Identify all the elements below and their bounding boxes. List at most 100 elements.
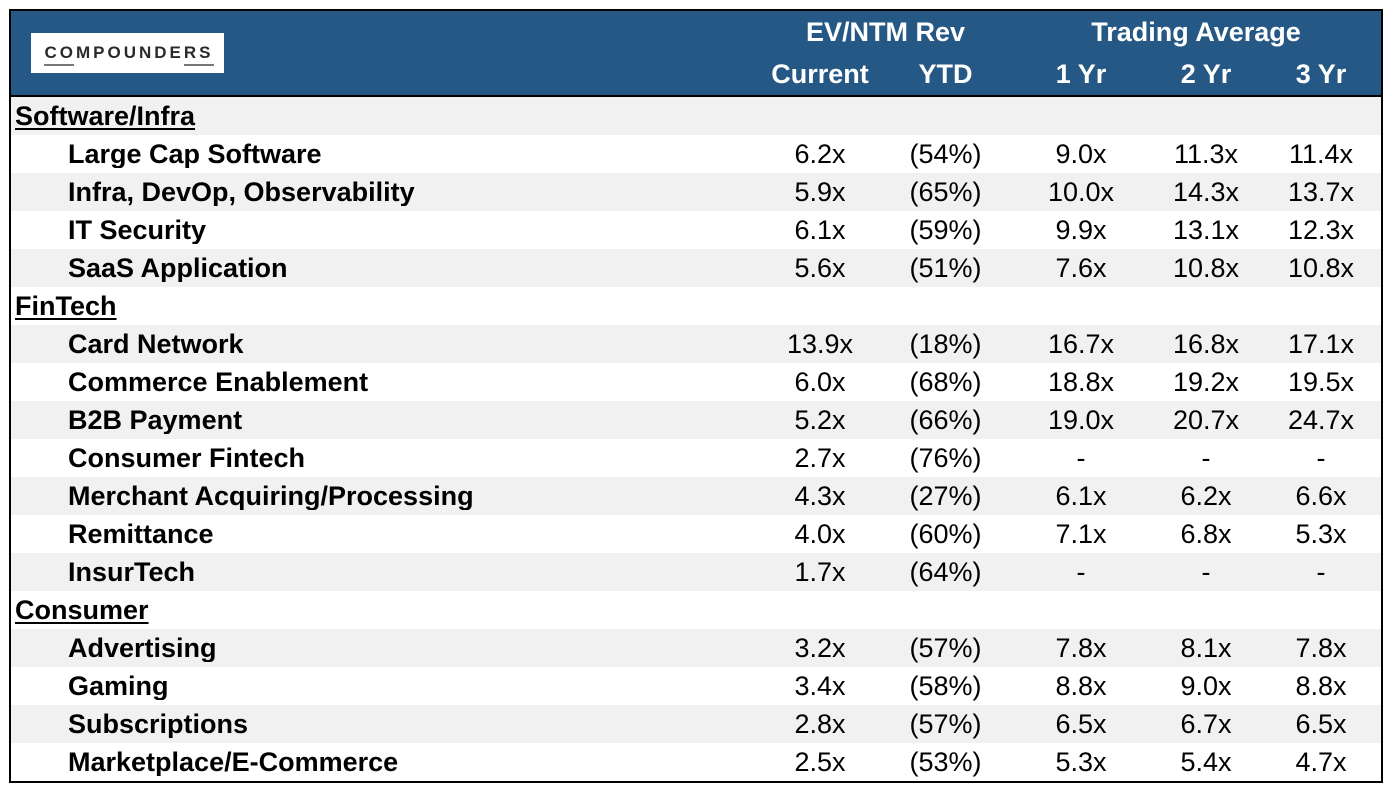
cell-1yr: 6.5x (1055, 708, 1107, 739)
cell-2yr: 19.2x (1172, 366, 1240, 397)
cell-1yr: 8.8x (1055, 670, 1107, 701)
data-row: Remittance 4.0x (60%) 7.1x 6.8x 5.3x (11, 515, 1381, 553)
cell-current: 1.7x (794, 556, 846, 587)
cell-current: 5.2x (794, 404, 846, 435)
row-label: Merchant Acquiring/Processing (68, 482, 474, 510)
cell-2yr: 10.8x (1172, 252, 1240, 283)
cell-2yr: 5.4x (1180, 746, 1232, 777)
logo-underline-right (184, 64, 214, 66)
cell-current: 5.9x (794, 176, 846, 207)
cell-ytd: (68%) (909, 366, 982, 397)
cell-ytd: (60%) (909, 518, 982, 549)
group-header-trading-average: Trading Average (1091, 16, 1301, 47)
cell-3yr: 24.7x (1287, 404, 1355, 435)
data-row: IT Security 6.1x (59%) 9.9x 13.1x 12.3x (11, 211, 1381, 249)
cell-current: 4.3x (794, 480, 846, 511)
cell-1yr: - (1076, 442, 1086, 473)
section-label: Software/Infra (15, 102, 196, 130)
cell-current: 4.0x (794, 518, 846, 549)
section-row: Consumer (11, 591, 1381, 629)
row-label: B2B Payment (68, 406, 243, 434)
cell-1yr: 18.8x (1047, 366, 1115, 397)
group-header-row: EV/NTM Rev Trading Average (11, 11, 1381, 53)
cell-current: 3.2x (794, 632, 846, 663)
cell-current: 2.8x (794, 708, 846, 739)
cell-3yr: 7.8x (1295, 632, 1347, 663)
cell-2yr: 8.1x (1180, 632, 1232, 663)
row-label: IT Security (68, 216, 207, 244)
cell-ytd: (58%) (909, 670, 982, 701)
cell-current: 5.6x (794, 252, 846, 283)
data-row: Commerce Enablement 6.0x (68%) 18.8x 19.2x 19… (11, 363, 1381, 401)
cell-ytd: (66%) (909, 404, 982, 435)
cell-3yr: 5.3x (1295, 518, 1347, 549)
cell-3yr: 6.6x (1295, 480, 1347, 511)
row-label: Gaming (68, 672, 169, 700)
row-label: Infra, DevOp, Observability (68, 178, 415, 206)
cell-ytd: (54%) (909, 138, 982, 169)
data-row: Gaming 3.4x (58%) 8.8x 9.0x 8.8x (11, 667, 1381, 705)
cell-ytd: (65%) (909, 176, 982, 207)
cell-1yr: 9.0x (1055, 138, 1107, 169)
row-label: Commerce Enablement (68, 368, 369, 396)
data-row: Marketplace/E-Commerce 2.5x (53%) 5.3x 5.4x 4… (11, 743, 1381, 781)
cell-3yr: - (1316, 442, 1326, 473)
cell-current: 6.1x (794, 214, 846, 245)
cell-3yr: 12.3x (1287, 214, 1355, 245)
cell-3yr: 8.8x (1295, 670, 1347, 701)
section-label: FinTech (15, 292, 117, 320)
row-label: Advertising (68, 634, 217, 662)
cell-ytd: (57%) (909, 632, 982, 663)
cell-2yr: 16.8x (1172, 328, 1240, 359)
column-header-current: Current (771, 58, 869, 89)
logo-text: COMPOUNDERS (44, 43, 214, 62)
cell-1yr: 7.8x (1055, 632, 1107, 663)
data-row: Subscriptions 2.8x (57%) 6.5x 6.7x 6.5x (11, 705, 1381, 743)
cell-current: 13.9x (786, 328, 854, 359)
column-header-ytd: YTD (918, 58, 973, 89)
logo-underline-left (44, 64, 74, 66)
cell-3yr: - (1316, 556, 1326, 587)
cell-ytd: (59%) (909, 214, 982, 245)
cell-ytd: (51%) (909, 252, 982, 283)
column-header-2yr: 2 Yr (1180, 58, 1232, 89)
row-label: Card Network (68, 330, 244, 358)
cell-1yr: 9.9x (1055, 214, 1107, 245)
data-row: InsurTech 1.7x (64%) - - - (11, 553, 1381, 591)
cell-current: 3.4x (794, 670, 846, 701)
cell-3yr: 6.5x (1295, 708, 1347, 739)
column-header-row: Current YTD 1 Yr 2 Yr 3 Yr (11, 53, 1381, 95)
cell-3yr: 11.4x (1288, 138, 1354, 169)
data-row: Advertising 3.2x (57%) 7.8x 8.1x 7.8x (11, 629, 1381, 667)
cell-1yr: 7.1x (1055, 518, 1107, 549)
row-label: Remittance (68, 520, 214, 548)
cell-2yr: 20.7x (1172, 404, 1240, 435)
cell-1yr: 16.7x (1047, 328, 1115, 359)
cell-ytd: (64%) (909, 556, 982, 587)
cell-ytd: (53%) (909, 746, 982, 777)
section-row: Software/Infra (11, 97, 1381, 135)
row-label: Consumer Fintech (68, 444, 306, 472)
valuation-table: COMPOUNDERS EV/NTM Rev Trading Average C… (9, 9, 1383, 783)
data-row: Large Cap Software 6.2x (54%) 9.0x 11.3x 11.4… (11, 135, 1381, 173)
cell-2yr: - (1201, 442, 1211, 473)
row-label: Marketplace/E-Commerce (68, 748, 399, 776)
row-label: Subscriptions (68, 710, 249, 738)
cell-2yr: 14.3x (1172, 176, 1240, 207)
group-header-ev-ntm-rev: EV/NTM Rev (805, 16, 966, 47)
row-label: SaaS Application (68, 254, 288, 282)
data-row: Merchant Acquiring/Processing 4.3x (27%) 6.… (11, 477, 1381, 515)
cell-3yr: 4.7x (1295, 746, 1347, 777)
table-body: Software/Infra Large Cap Software 6.2x (54%… (11, 97, 1381, 781)
compounders-logo: COMPOUNDERS (31, 33, 224, 73)
cell-ytd: (76%) (909, 442, 982, 473)
data-row: SaaS Application 5.6x (51%) 7.6x 10.8x 10.8x (11, 249, 1381, 287)
cell-1yr: 19.0x (1047, 404, 1115, 435)
table-header: COMPOUNDERS EV/NTM Rev Trading Average C… (11, 11, 1381, 97)
cell-3yr: 13.7x (1287, 176, 1355, 207)
cell-1yr: 7.6x (1055, 252, 1107, 283)
column-header-1yr: 1 Yr (1055, 58, 1107, 89)
cell-current: 6.2x (794, 138, 846, 169)
cell-2yr: 6.7x (1180, 708, 1232, 739)
column-header-3yr: 3 Yr (1295, 58, 1347, 89)
